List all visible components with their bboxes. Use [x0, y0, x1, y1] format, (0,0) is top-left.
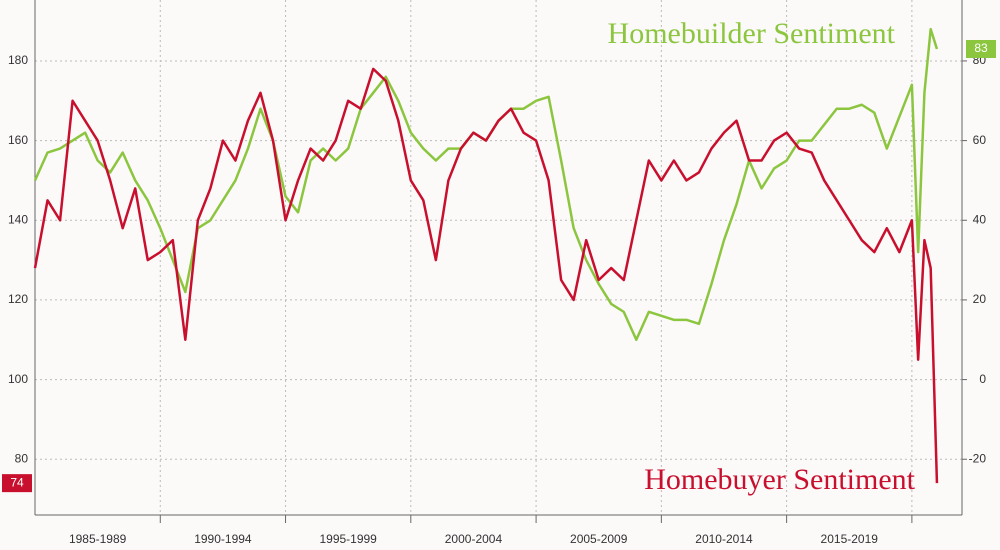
x-tick-label: 1985-1989	[69, 532, 127, 546]
y2-tick-label: 0	[979, 372, 986, 386]
legend-label: Homebuilder Sentiment	[608, 17, 896, 50]
y-tick-label: 100	[8, 372, 28, 386]
y2-tick-label: 60	[973, 133, 987, 147]
x-tick-label: 1990-1994	[194, 532, 252, 546]
x-tick-label: 2005-2009	[570, 532, 628, 546]
y2-tick-label: -20	[969, 451, 987, 465]
y2-tick-label: 20	[973, 292, 987, 306]
x-tick-label: 2010-2014	[695, 532, 753, 546]
legend-label: Homebuyer Sentiment	[644, 463, 915, 496]
last-value-box	[966, 39, 996, 58]
last-value-label: 74	[10, 475, 24, 489]
y-tick-label: 140	[8, 212, 28, 226]
y-tick-label: 120	[8, 292, 28, 306]
y-tick-label: 180	[8, 53, 28, 67]
y2-tick-label: 40	[973, 212, 987, 226]
last-value-box	[2, 474, 32, 493]
y-tick-label: 160	[8, 133, 28, 147]
last-value-label: 83	[974, 41, 988, 55]
series-line	[33, 67, 939, 484]
x-tick-label: 2015-2019	[821, 532, 879, 546]
x-tick-label: 2000-2004	[445, 532, 503, 546]
x-tick-label: 1995-1999	[319, 532, 377, 546]
y-tick-label: 80	[15, 451, 29, 465]
